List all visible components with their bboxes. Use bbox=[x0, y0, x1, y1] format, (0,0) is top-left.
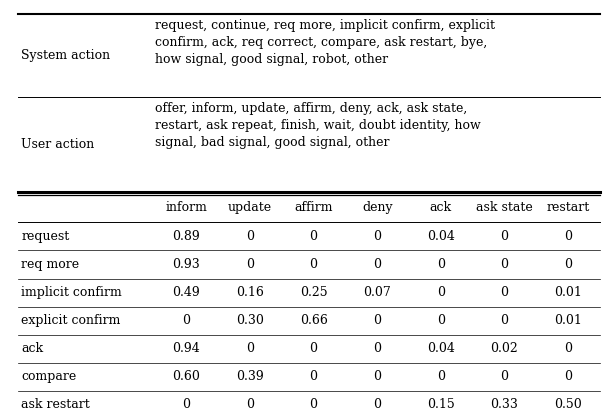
Text: 0.04: 0.04 bbox=[427, 342, 454, 355]
Text: 0.93: 0.93 bbox=[173, 258, 200, 271]
Text: 0: 0 bbox=[246, 230, 254, 243]
Text: 0: 0 bbox=[564, 230, 572, 243]
Text: 0: 0 bbox=[564, 342, 572, 355]
Text: 0: 0 bbox=[373, 230, 381, 243]
Text: 0.02: 0.02 bbox=[491, 342, 518, 355]
Text: 0: 0 bbox=[437, 258, 445, 271]
Text: 0: 0 bbox=[501, 230, 508, 243]
Text: compare: compare bbox=[21, 370, 76, 383]
Text: 0.89: 0.89 bbox=[173, 230, 200, 243]
Text: 0.33: 0.33 bbox=[491, 398, 518, 411]
Text: implicit confirm: implicit confirm bbox=[21, 286, 122, 299]
Text: 0: 0 bbox=[373, 342, 381, 355]
Text: 0: 0 bbox=[564, 370, 572, 383]
Text: 0: 0 bbox=[373, 370, 381, 383]
Text: 0.50: 0.50 bbox=[554, 398, 582, 411]
Text: 0: 0 bbox=[246, 258, 254, 271]
Text: 0.25: 0.25 bbox=[300, 286, 327, 299]
Text: 0.60: 0.60 bbox=[173, 370, 200, 383]
Text: 0: 0 bbox=[310, 258, 318, 271]
Text: 0: 0 bbox=[246, 342, 254, 355]
Text: affirm: affirm bbox=[295, 201, 333, 213]
Text: System action: System action bbox=[21, 49, 110, 62]
Text: 0.07: 0.07 bbox=[364, 286, 391, 299]
Text: 0: 0 bbox=[501, 286, 508, 299]
Text: 0: 0 bbox=[564, 258, 572, 271]
Text: 0: 0 bbox=[501, 314, 508, 327]
Text: 0.01: 0.01 bbox=[554, 314, 582, 327]
Text: 0: 0 bbox=[437, 314, 445, 327]
Text: 0: 0 bbox=[373, 314, 381, 327]
Text: 0: 0 bbox=[373, 258, 381, 271]
Text: 0: 0 bbox=[501, 258, 508, 271]
Text: 0.01: 0.01 bbox=[554, 286, 582, 299]
Text: 0.49: 0.49 bbox=[173, 286, 200, 299]
Text: explicit confirm: explicit confirm bbox=[21, 314, 121, 327]
Text: 0: 0 bbox=[437, 286, 445, 299]
Text: 0: 0 bbox=[437, 370, 445, 383]
Text: 0.30: 0.30 bbox=[236, 314, 264, 327]
Text: inform: inform bbox=[165, 201, 207, 213]
Text: request, continue, req more, implicit confirm, explicit
confirm, ack, req correc: request, continue, req more, implicit co… bbox=[155, 19, 494, 66]
Text: req more: req more bbox=[21, 258, 79, 271]
Text: 0: 0 bbox=[310, 398, 318, 411]
Text: 0.39: 0.39 bbox=[236, 370, 264, 383]
Text: 0.66: 0.66 bbox=[300, 314, 327, 327]
Text: update: update bbox=[228, 201, 272, 213]
Text: 0: 0 bbox=[373, 398, 381, 411]
Text: User action: User action bbox=[21, 138, 95, 151]
Text: ask restart: ask restart bbox=[21, 398, 90, 411]
Text: ack: ack bbox=[430, 201, 452, 213]
Text: 0.04: 0.04 bbox=[427, 230, 454, 243]
Text: 0.94: 0.94 bbox=[173, 342, 200, 355]
Text: 0: 0 bbox=[246, 398, 254, 411]
Text: deny: deny bbox=[362, 201, 393, 213]
Text: 0.16: 0.16 bbox=[236, 286, 264, 299]
Text: 0: 0 bbox=[182, 398, 190, 411]
Text: offer, inform, update, affirm, deny, ack, ask state,
restart, ask repeat, finish: offer, inform, update, affirm, deny, ack… bbox=[155, 102, 481, 149]
Text: restart: restart bbox=[547, 201, 590, 213]
Text: 0: 0 bbox=[310, 370, 318, 383]
Text: 0: 0 bbox=[310, 230, 318, 243]
Text: ack: ack bbox=[21, 342, 44, 355]
Text: 0: 0 bbox=[310, 342, 318, 355]
Text: 0.15: 0.15 bbox=[427, 398, 454, 411]
Text: ask state: ask state bbox=[476, 201, 533, 213]
Text: 0: 0 bbox=[182, 314, 190, 327]
Text: request: request bbox=[21, 230, 70, 243]
Text: 0: 0 bbox=[501, 370, 508, 383]
